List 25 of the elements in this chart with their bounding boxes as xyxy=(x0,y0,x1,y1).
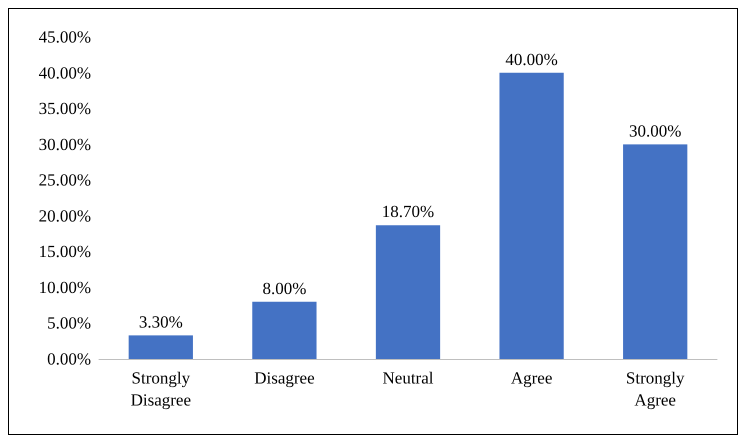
y-tick-label: 45.00% xyxy=(38,28,91,46)
x-tick-label: Strongly Disagree xyxy=(130,368,192,410)
x-tick-label: Disagree xyxy=(254,368,315,388)
y-tick-label: 35.00% xyxy=(38,99,91,118)
bar xyxy=(376,225,440,359)
y-tick-label: 15.00% xyxy=(38,242,91,262)
x-tick-label: Agree xyxy=(510,368,552,388)
data-label: 18.70% xyxy=(382,202,434,222)
y-tick-label: 20.00% xyxy=(38,206,91,226)
data-label: 3.30% xyxy=(138,312,183,332)
y-tick-label: 5.00% xyxy=(47,314,91,333)
y-tick-label: 25.00% xyxy=(38,170,91,190)
bar xyxy=(252,302,317,359)
bar xyxy=(623,144,688,359)
data-label: 8.00% xyxy=(262,278,306,298)
bar xyxy=(499,72,564,359)
x-tick-label: Strongly Agree xyxy=(626,368,685,410)
bar xyxy=(128,335,193,359)
y-tick-label: 30.00% xyxy=(38,134,91,154)
data-label: 40.00% xyxy=(505,50,558,69)
x-tick-label: Neutral xyxy=(382,368,434,388)
data-label: 30.00% xyxy=(628,121,682,140)
y-tick-label: 10.00% xyxy=(38,278,91,297)
y-tick-label: 0.00% xyxy=(47,350,91,368)
y-tick-label: 40.00% xyxy=(38,63,91,82)
